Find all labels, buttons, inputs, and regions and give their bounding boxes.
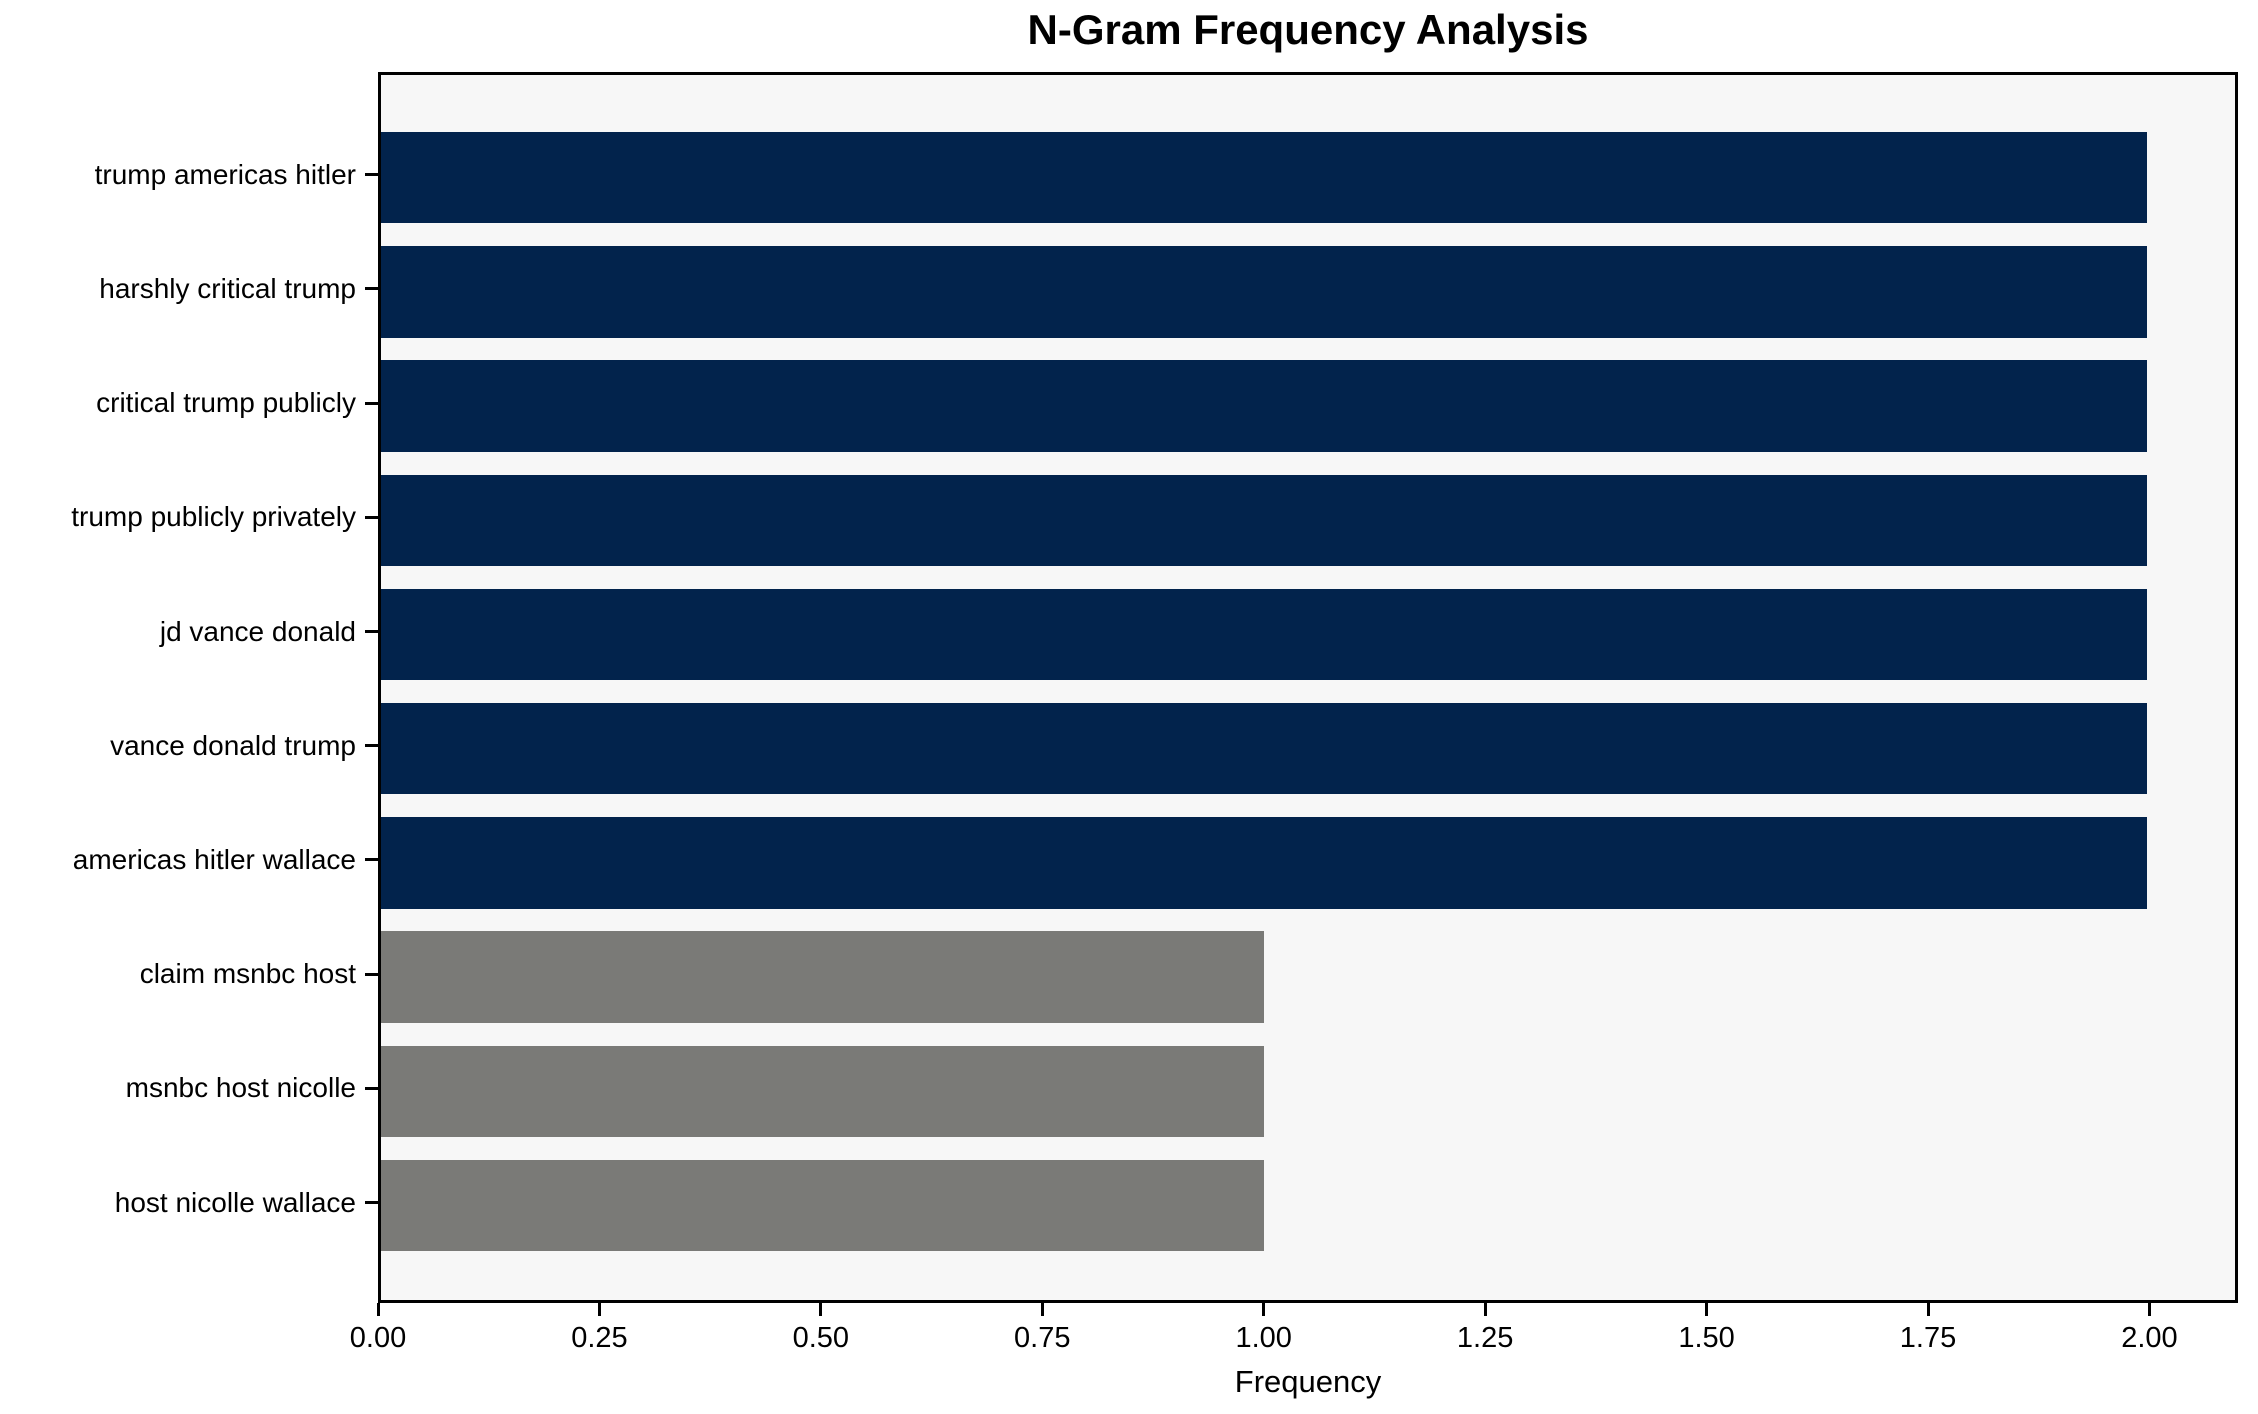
y-tick [365,173,378,177]
x-tick [1040,1303,1044,1316]
x-tick-label: 0.25 [571,1322,628,1354]
plot-area [378,72,2238,1303]
y-tick-label: jd vance donald [159,615,356,647]
x-tick [376,1303,380,1316]
y-tick [365,972,378,976]
y-tick-label: harshly critical trump [99,272,356,304]
x-tick [597,1303,601,1316]
chart-title: N-Gram Frequency Analysis [1027,6,1589,53]
bar-host-nicolle-wallace [381,1159,1264,1252]
bar-trump-publicly-privately [381,474,2147,567]
y-tick-label: critical trump publicly [96,387,356,419]
y-tick-label: trump americas hitler [94,158,356,190]
x-tick-label: 2.00 [2121,1322,2178,1354]
y-tick [365,287,378,291]
x-tick-label: 1.75 [1899,1322,1957,1354]
y-tick-label: msnbc host nicolle [125,1072,356,1104]
x-tick-label: 1.00 [1235,1322,1292,1354]
y-tick-label: trump publicly privately [71,501,356,533]
x-axis-label: Frequency [1234,1364,1382,1399]
x-tick-label: 0.00 [349,1322,407,1354]
bar-vance-donald-trump [381,703,2147,795]
y-tick [365,515,378,519]
bar-msnbc-host-nicolle [381,1045,1264,1137]
x-tick [2147,1303,2151,1316]
y-tick [365,630,378,634]
y-tick-label: americas hitler wallace [72,843,356,875]
x-tick [819,1303,823,1316]
y-tick [365,858,378,862]
y-tick [365,1086,378,1090]
y-tick-label: host nicolle wallace [114,1186,356,1218]
y-tick [365,401,378,405]
y-tick-label: vance donald trump [110,729,356,761]
bar-jd-vance-donald [381,588,2147,681]
x-tick-label: 1.50 [1678,1322,1735,1354]
x-tick [1483,1303,1487,1316]
y-tick [365,1201,378,1204]
bar-harshly-critical-trump [381,246,2147,338]
x-tick-label: 1.25 [1456,1322,1514,1354]
bar-claim-msnbc-host [381,931,1264,1023]
x-tick [1705,1303,1709,1316]
bar-americas-hitler-wallace [381,817,2147,909]
y-tick [365,744,378,748]
bar-trump-americas-hitler [381,132,2147,224]
x-tick-label: 0.50 [792,1322,850,1354]
x-tick [1926,1303,1930,1316]
x-tick-label: 0.75 [1014,1322,1071,1354]
y-tick-label: claim msnbc host [139,958,356,990]
x-tick [1262,1303,1266,1316]
bar-critical-trump-publicly [381,360,2147,452]
